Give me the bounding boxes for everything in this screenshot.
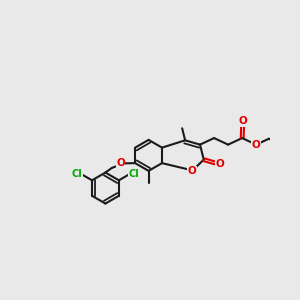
Text: O: O (116, 158, 125, 168)
Text: Cl: Cl (129, 169, 140, 178)
Text: Cl: Cl (71, 169, 82, 178)
Text: O: O (252, 140, 261, 150)
Text: O: O (238, 116, 247, 126)
Text: O: O (188, 167, 196, 176)
Text: O: O (215, 159, 224, 169)
